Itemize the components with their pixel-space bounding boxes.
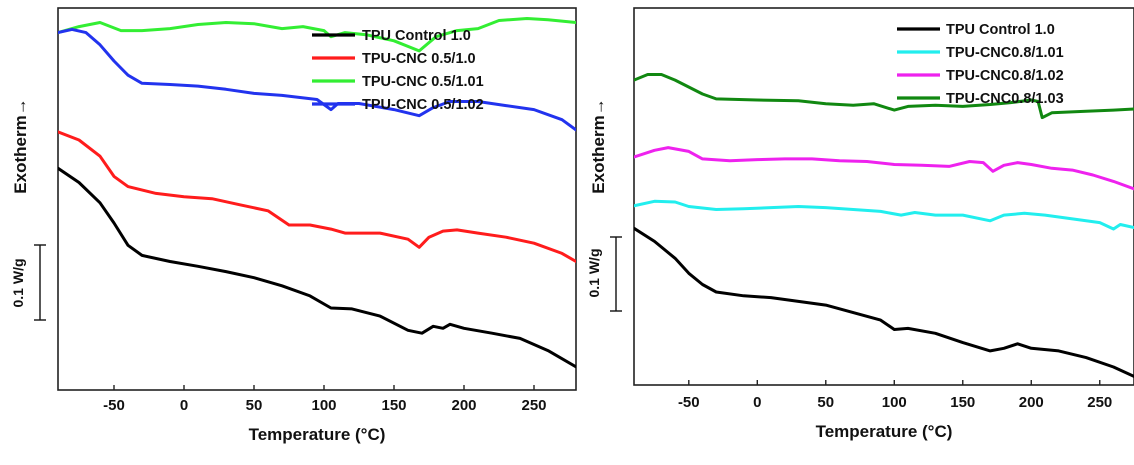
scale-bar-label: 0.1 W/g xyxy=(10,258,26,307)
x-tick-label: 150 xyxy=(381,397,406,414)
plot-area-frame xyxy=(633,7,1134,386)
legend-label-3: TPU-CNC0.8/1.02 xyxy=(946,68,1064,84)
plot-area-frame xyxy=(57,7,577,391)
series-line-2 xyxy=(58,130,576,263)
x-tick-label: 250 xyxy=(521,397,546,414)
x-tick-label: 200 xyxy=(451,397,476,414)
chart-panel-right: -50 0 50 100 150 200 250 Temperature (°C) Exothe… xyxy=(586,7,1134,441)
x-tick-label: 0 xyxy=(753,394,761,411)
legend-label-1: TPU Control 1.0 xyxy=(362,28,471,44)
legend-label-3: TPU-CNC 0.5/1.01 xyxy=(362,74,484,90)
x-tick-label: 100 xyxy=(311,397,336,414)
x-tick-label: -50 xyxy=(678,394,700,411)
x-tick-label: 150 xyxy=(950,394,975,411)
chart-panel-left: -50 0 50 100 150 200 250 Temperature (°C) Exothe… xyxy=(10,7,577,444)
series-line-4 xyxy=(58,27,576,132)
series-line-4 xyxy=(634,73,1134,120)
y-axis-label: Exotherm→ xyxy=(11,98,30,193)
x-tick-label: 50 xyxy=(246,397,263,414)
series-line-2 xyxy=(634,199,1134,231)
series-line-1 xyxy=(58,166,576,369)
legend-label-4: TPU-CNC0.8/1.03 xyxy=(946,91,1064,107)
x-tick-label: 100 xyxy=(882,394,907,411)
x-tick-label: 200 xyxy=(1019,394,1044,411)
legend-label-1: TPU Control 1.0 xyxy=(946,22,1055,38)
x-tick-label: 250 xyxy=(1087,394,1112,411)
legend-label-4: TPU-CNC 0.5/1.02 xyxy=(362,97,484,113)
legend-label-2: TPU-CNC 0.5/1.0 xyxy=(362,51,476,67)
x-axis-label: Temperature (°C) xyxy=(249,425,386,444)
x-tick-label: -50 xyxy=(103,397,125,414)
series-line-3 xyxy=(634,146,1134,191)
scale-bar-label: 0.1 W/g xyxy=(586,248,602,297)
x-axis-label: Temperature (°C) xyxy=(816,422,953,441)
y-axis-label: Exotherm→ xyxy=(589,98,608,193)
series-line-1 xyxy=(634,226,1134,378)
legend-label-2: TPU-CNC0.8/1.01 xyxy=(946,45,1064,61)
x-tick-label: 50 xyxy=(817,394,834,411)
x-tick-label: 0 xyxy=(180,397,188,414)
